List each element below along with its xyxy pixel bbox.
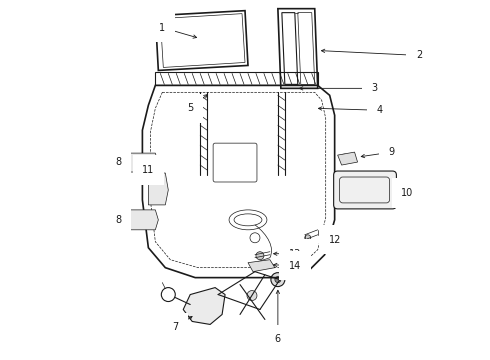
Text: 3: 3	[371, 84, 378, 93]
Polygon shape	[248, 260, 275, 272]
Text: 10: 10	[401, 188, 414, 198]
Circle shape	[247, 291, 257, 301]
Polygon shape	[183, 288, 225, 324]
Polygon shape	[130, 210, 158, 230]
Polygon shape	[130, 153, 158, 172]
Text: 8: 8	[116, 157, 122, 167]
Text: 4: 4	[376, 105, 383, 115]
Circle shape	[271, 273, 285, 287]
Text: 12: 12	[328, 235, 341, 245]
Text: 9: 9	[389, 147, 394, 157]
FancyBboxPatch shape	[334, 171, 396, 209]
Text: 2: 2	[416, 50, 422, 60]
Text: 14: 14	[289, 261, 301, 271]
Polygon shape	[148, 173, 168, 205]
Text: 5: 5	[187, 103, 194, 113]
Polygon shape	[338, 152, 358, 165]
Text: 8: 8	[116, 215, 122, 225]
Circle shape	[275, 276, 281, 283]
Text: 6: 6	[275, 334, 281, 345]
Text: 7: 7	[172, 323, 178, 332]
Text: 13: 13	[289, 249, 301, 259]
Circle shape	[256, 252, 264, 260]
Circle shape	[305, 235, 311, 241]
Text: 11: 11	[142, 165, 154, 175]
Text: 1: 1	[159, 23, 166, 33]
